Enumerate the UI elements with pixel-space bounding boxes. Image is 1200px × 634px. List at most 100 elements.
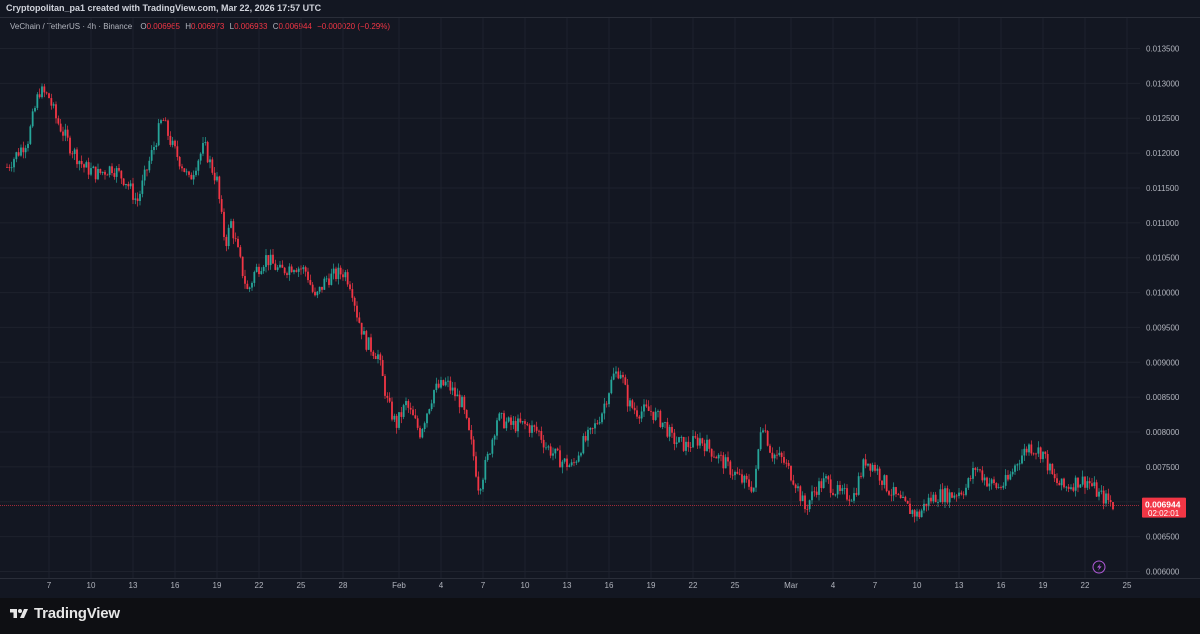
candle-body	[391, 401, 393, 420]
close-value: 0.006944	[278, 22, 312, 31]
candle-body	[610, 379, 613, 394]
candle-body	[577, 455, 580, 462]
candle-body	[1030, 444, 1033, 454]
candle-body	[626, 384, 629, 407]
candle-body	[955, 495, 958, 497]
candle-body	[895, 487, 897, 495]
candle-body	[885, 475, 888, 492]
candle-body	[671, 427, 673, 433]
candle-body	[174, 140, 176, 147]
candle-body	[1063, 478, 1065, 488]
candle-body	[673, 432, 676, 444]
candle-body	[731, 474, 734, 476]
tradingview-logo[interactable]: TradingView	[8, 605, 120, 622]
candle-body	[498, 413, 501, 421]
candle-body	[703, 443, 706, 452]
candle-body	[589, 427, 592, 430]
candle-body	[456, 394, 459, 397]
candle-body	[542, 439, 545, 448]
candle-body	[475, 456, 477, 477]
candle-body	[227, 227, 230, 247]
time-tick-label: 13	[955, 581, 964, 590]
candle-body	[862, 459, 865, 477]
symbol-name[interactable]: VeChain / TetherUS · 4h · Binance	[10, 22, 133, 31]
candle-body	[360, 322, 363, 335]
candle-body	[771, 452, 774, 459]
candle-body	[678, 437, 680, 443]
candle-body	[902, 496, 904, 499]
candle-body	[447, 380, 449, 382]
candle-body	[24, 148, 27, 153]
time-tick-label: 22	[255, 581, 264, 590]
candle-body	[869, 463, 872, 471]
candle-body	[349, 284, 351, 290]
candle-body	[451, 387, 454, 391]
candle-body	[799, 486, 802, 502]
candle-body	[650, 410, 652, 412]
candle-body	[136, 198, 139, 202]
candle-body	[1044, 451, 1047, 454]
candle-body	[302, 267, 305, 270]
candle-body	[1058, 483, 1061, 486]
time-tick-label: 13	[563, 581, 572, 590]
candle-body	[36, 94, 39, 108]
candle-body	[1018, 463, 1021, 465]
candle-body	[939, 489, 942, 503]
candle-body	[990, 479, 993, 484]
candle-body	[797, 486, 799, 489]
candle-body	[157, 123, 160, 146]
candle-body	[871, 464, 874, 471]
time-tick-label: 7	[481, 581, 486, 590]
candle-body	[15, 152, 18, 160]
candle-body	[757, 449, 760, 469]
candle-body	[909, 503, 911, 514]
time-tick-label: 16	[997, 581, 1006, 590]
time-tick-label: 25	[297, 581, 306, 590]
candle-body	[73, 149, 76, 154]
candle-body	[379, 354, 382, 361]
candle-body	[412, 409, 414, 416]
candle-body	[115, 168, 118, 177]
candle-body	[150, 150, 153, 161]
candle-body	[323, 278, 326, 290]
candle-body	[1025, 448, 1028, 453]
candle-body	[274, 263, 277, 270]
candle-body	[1065, 486, 1068, 488]
candle-body	[622, 374, 624, 378]
candle-body	[899, 494, 902, 499]
candle-body	[113, 173, 116, 177]
time-tick-label: 25	[731, 581, 740, 590]
candle-body	[857, 476, 860, 495]
candle-body	[745, 475, 748, 480]
candle-body	[867, 463, 869, 466]
candle-body	[269, 254, 272, 266]
candle-body	[1074, 477, 1077, 491]
candle-body	[633, 407, 636, 411]
candle-body	[710, 448, 713, 457]
candle-body	[969, 478, 972, 479]
candle-body	[437, 383, 440, 388]
candle-body	[666, 422, 669, 437]
candle-body	[479, 489, 482, 491]
candle-body	[612, 373, 615, 380]
candle-body	[97, 168, 99, 180]
candle-body	[699, 438, 701, 446]
candle-body	[143, 169, 146, 181]
candle-body	[134, 198, 137, 200]
candle-body	[241, 256, 244, 277]
candle-body	[575, 461, 578, 463]
candle-body	[839, 485, 841, 491]
candle-body	[272, 254, 274, 264]
lightning-icon[interactable]	[1092, 560, 1106, 574]
price-tag: 0.006944 02:02:01	[1142, 497, 1186, 518]
candle-body	[300, 268, 302, 270]
candle-body	[904, 496, 907, 501]
candle-body	[790, 465, 792, 481]
close-label: C	[272, 22, 279, 31]
candle-body	[892, 487, 895, 496]
candle-body	[659, 410, 662, 427]
candle-body	[356, 305, 358, 318]
candle-body	[45, 92, 48, 94]
candle-body	[13, 159, 15, 168]
